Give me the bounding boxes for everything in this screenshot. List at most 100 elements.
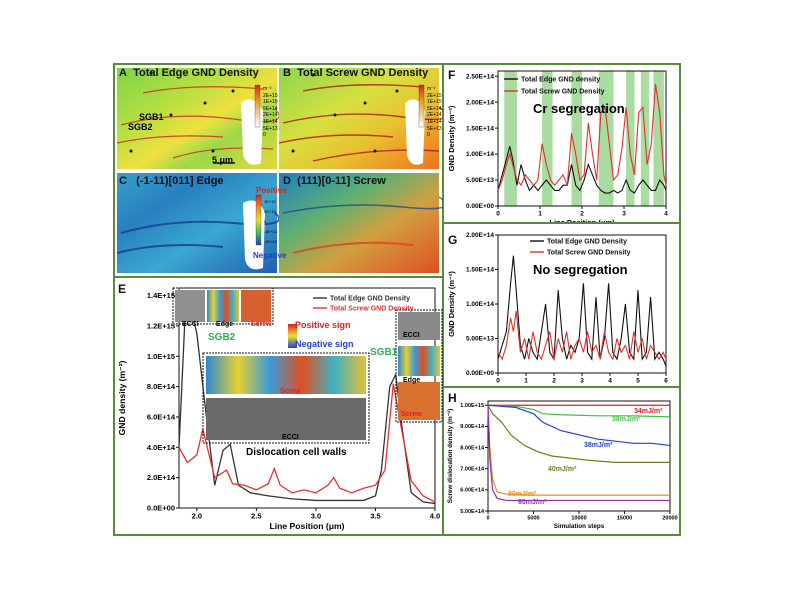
y-tick-label: 1.00E+14 (466, 151, 494, 158)
x-tick-label: 15000 (617, 516, 632, 522)
legend-c-tick: -4E+13 (264, 229, 278, 234)
legend-a-tick: 1E+14 (263, 118, 278, 125)
x-axis-label: Line Position (μm) (549, 218, 615, 222)
series-line-2 (178, 383, 436, 503)
series-label: 38mJ/m² (584, 442, 613, 449)
x-tick-label: 2 (552, 378, 556, 385)
series-label: 40mJ/m² (548, 466, 577, 473)
legend-a-tick: 2E+15 (263, 92, 278, 99)
inset-screw-center (206, 356, 366, 394)
cr-segregation-label: Cr segregation (533, 101, 625, 116)
series-label: 38mJ/m² (612, 416, 641, 423)
inset-label-edge-right: Edge (403, 377, 421, 384)
x-tick-label: 0 (496, 211, 500, 218)
highlight-band (542, 71, 553, 206)
legend-b-ticks: m⁻² 2E+15 1E+15 5E+14 2E+14 1E+14 5E+13 … (427, 86, 442, 139)
highlight-band (598, 71, 614, 206)
divider-right-2 (444, 386, 681, 388)
panel-f-letter: F (448, 68, 456, 82)
highlight-band (504, 71, 517, 206)
positive-sign-label: Positive sign (295, 320, 351, 330)
y-tick-label: 2.50E+14 (466, 73, 494, 80)
series-line-2 (497, 83, 667, 191)
y-axis-label: GND Density (m⁻²) (447, 271, 456, 337)
vertical-divider (442, 63, 444, 536)
legend-a-tick: 1E+15 (263, 99, 278, 106)
x-tick-label: 5 (636, 378, 640, 385)
x-tick-label: 0 (486, 516, 489, 522)
legend-c-tick: 0 (264, 219, 267, 224)
panel-g-letter: G (448, 233, 458, 247)
x-tick-label: 3 (622, 211, 626, 218)
inset-ecci-right (398, 312, 440, 340)
y-tick-label: 5.00E+13 (466, 177, 494, 184)
sgb1-e-label: SGB1 (370, 347, 398, 358)
y-tick-label: 5.00E+13 (466, 336, 494, 343)
x-tick-label: 5000 (527, 516, 539, 522)
y-tick-label: 7.00E+14 (460, 467, 485, 473)
y-tick-label: 1.50E+14 (466, 125, 494, 132)
panel-b-title: B Total Screw GND Density (283, 67, 429, 79)
y-tick-label: 1.2E+15 (147, 321, 175, 330)
inset-label-ecci-center: ECCI (282, 434, 299, 441)
legend-a-tick: 5E+14 (263, 105, 278, 112)
y-tick-label: 1.0E+15 (147, 352, 175, 361)
legend-c-tick: 1E+15 (264, 199, 276, 204)
legend-b-unit: m⁻² (427, 86, 436, 92)
y-tick-label: 0.00E+00 (466, 370, 494, 377)
y-tick-label: 0.00E+00 (466, 203, 494, 210)
legend-b-tick: 2E+14 (427, 112, 442, 119)
y-tick-label: 2.0E+14 (147, 473, 176, 482)
sign-colorbar (288, 324, 297, 348)
panel-h-letter: H (448, 391, 457, 405)
series-label: 60mJ/m² (518, 499, 547, 506)
y-tick-label: 1.00E+14 (466, 301, 494, 308)
y-axis-label: GND Density (m⁻²) (447, 105, 456, 171)
x-axis-label: Simulation steps (554, 523, 605, 530)
y-tick-label: 9.00E+14 (460, 424, 485, 430)
negative-sign-label: Negative sign (295, 339, 354, 349)
x-tick-label: 2 (580, 211, 584, 218)
legend-label: Total Edge GND Density (547, 238, 627, 245)
legend-a-tick: 2E+14 (263, 112, 278, 119)
x-tick-label: 10000 (571, 516, 586, 522)
panel-g-chart: 0 1 2 3 4 5 6 0.00E+00 5.00E+13 1.00E+14 1.50E+14 2… (447, 232, 668, 386)
inset-label-ecci-left: ECCI (182, 321, 199, 328)
y-tick-label: 5.00E+14 (460, 509, 485, 515)
series-label: 34mJ/m² (634, 408, 663, 415)
y-axis-label: Screw dislocation density (m⁻²) (447, 409, 454, 504)
x-axis-label: Line Position (μm) (269, 521, 344, 531)
legend-c-negative: Negative (253, 251, 287, 260)
series-line-5 (487, 405, 670, 496)
x-tick-label: 3 (580, 378, 584, 385)
legend-b-tick: 5E+13 (427, 125, 442, 132)
series-line-6 (487, 405, 670, 502)
inset-label-edge-left: Edge (216, 321, 234, 328)
y-tick-label: 1.50E+14 (466, 267, 494, 274)
inset-right-box (395, 309, 443, 423)
y-tick-label: 1.4E+15 (147, 291, 175, 300)
legend-label: Total Screw GND Density (547, 249, 631, 256)
divider-left (113, 276, 444, 278)
panel-h-chart: 0 5000 10000 15000 20000 5.00E+14 6.00E+14 7.00… (447, 400, 678, 530)
inset-label-ecci-right: ECCI (403, 332, 420, 339)
panel-e-chart: 2.0 2.5 3.0 3.5 4.0 0.0E+00 2.0E+14 4.0E+14 6.0E… (117, 287, 443, 531)
x-tick-label: 1 (538, 211, 542, 218)
series-label: 80mJ/m² (508, 491, 537, 498)
maps-abcd (116, 68, 443, 273)
y-tick-label: 1.00E+15 (460, 403, 484, 409)
legend-b-tick: 2E+15 (427, 92, 442, 99)
panel-d-title: D (111)[0-11] Screw (283, 175, 386, 187)
y-tick-label: 4.0E+14 (147, 443, 176, 452)
inset-label-screw-right: Screw (401, 411, 422, 418)
no-segregation-label: No segregation (533, 262, 628, 277)
highlight-band (653, 71, 664, 206)
scalebar-label: 5 μm (212, 155, 234, 165)
inset-left-box (172, 287, 274, 325)
inset-center-box (202, 352, 370, 444)
legend-c-ticks: 1E+15 4E+13 0 -4E+13 -1E+15 (264, 197, 277, 247)
y-axis-label: GND density (m⁻²) (117, 360, 127, 435)
x-tick-label: 3.5 (370, 512, 380, 521)
legend-label: Total Edge GND Density (330, 295, 410, 302)
x-tick-label: 3.0 (311, 512, 321, 521)
